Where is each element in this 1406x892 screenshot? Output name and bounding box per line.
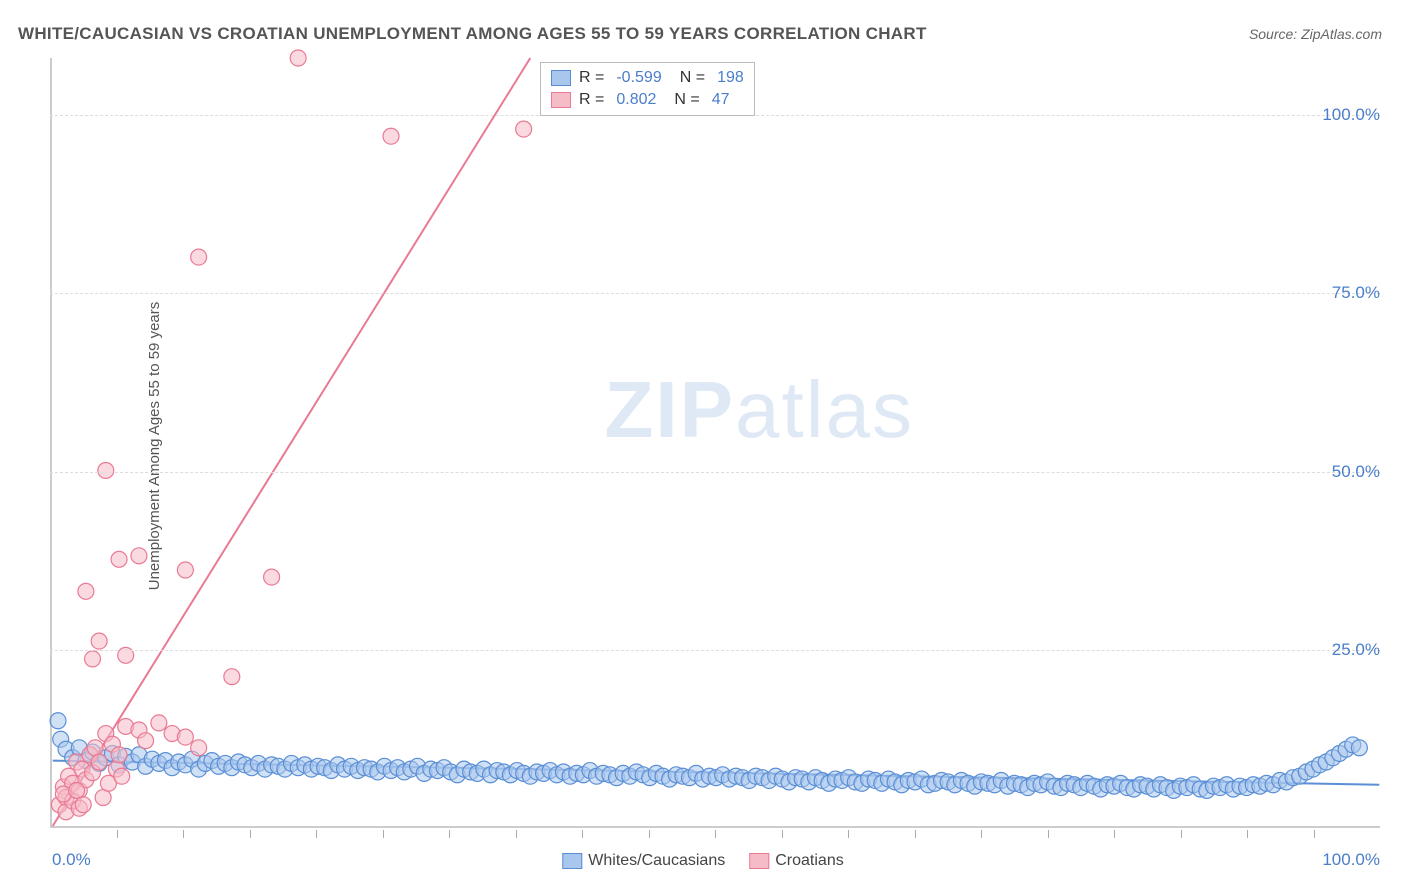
data-point: [264, 569, 280, 585]
data-point: [138, 733, 154, 749]
source-attribution: Source: ZipAtlas.com: [1249, 26, 1382, 42]
data-point: [114, 768, 130, 784]
legend-r-label: R =: [579, 89, 604, 111]
legend-row: R = -0.599 N = 198: [551, 67, 744, 89]
legend-r-value: 0.802: [616, 89, 656, 111]
data-point: [177, 562, 193, 578]
x-tick: [981, 830, 982, 838]
legend-r-value: -0.599: [616, 67, 661, 89]
x-tick: [1181, 830, 1182, 838]
x-tick: [582, 830, 583, 838]
regression-line: [53, 58, 531, 826]
y-tick-label: 50.0%: [1332, 462, 1380, 482]
data-point: [78, 583, 94, 599]
x-tick: [782, 830, 783, 838]
plot-svg: [52, 58, 1380, 826]
data-point: [95, 790, 111, 806]
data-point: [98, 462, 114, 478]
data-point: [131, 548, 147, 564]
x-tick: [649, 830, 650, 838]
legend-n-value: 47: [712, 89, 730, 111]
x-tick: [316, 830, 317, 838]
x-tick: [848, 830, 849, 838]
legend-row: R = 0.802 N = 47: [551, 89, 744, 111]
legend-r-label: R =: [579, 67, 604, 89]
data-point: [91, 633, 107, 649]
legend-swatch: [551, 92, 571, 108]
legend-n-label: N =: [680, 67, 705, 89]
data-point: [50, 713, 66, 729]
gridline: [50, 650, 1380, 651]
legend-n-value: 198: [717, 67, 744, 89]
x-tick: [915, 830, 916, 838]
y-tick-label: 100.0%: [1322, 105, 1380, 125]
x-tick: [1048, 830, 1049, 838]
legend-n-label: N =: [674, 89, 699, 111]
data-point: [290, 50, 306, 66]
x-tick: [383, 830, 384, 838]
x-tick: [1314, 830, 1315, 838]
legend-swatch: [562, 853, 582, 869]
data-point: [111, 551, 127, 567]
data-point: [177, 729, 193, 745]
data-point: [111, 747, 127, 763]
x-axis-max-label: 100.0%: [1322, 850, 1380, 870]
chart-title: WHITE/CAUCASIAN VS CROATIAN UNEMPLOYMENT…: [18, 24, 927, 44]
x-tick: [449, 830, 450, 838]
correlation-legend: R = -0.599 N = 198 R = 0.802 N = 47: [540, 62, 755, 116]
plot-area: [50, 58, 1380, 828]
data-point: [91, 754, 107, 770]
legend-label: Whites/Caucasians: [588, 852, 725, 869]
data-point: [191, 249, 207, 265]
data-point: [87, 740, 103, 756]
data-point: [516, 121, 532, 137]
gridline: [50, 293, 1380, 294]
legend-swatch: [551, 70, 571, 86]
legend-swatch: [749, 853, 769, 869]
data-point: [224, 669, 240, 685]
x-tick: [516, 830, 517, 838]
x-tick: [183, 830, 184, 838]
x-tick: [1247, 830, 1248, 838]
series-legend: Whites/Caucasians Croatians: [562, 852, 843, 870]
x-tick: [1114, 830, 1115, 838]
data-point: [85, 651, 101, 667]
x-tick: [250, 830, 251, 838]
x-tick: [715, 830, 716, 838]
legend-item: Croatians: [749, 852, 843, 870]
legend-label: Croatians: [775, 852, 843, 869]
y-tick-label: 25.0%: [1332, 640, 1380, 660]
legend-item: Whites/Caucasians: [562, 852, 725, 870]
data-point: [69, 782, 85, 798]
data-point: [75, 797, 91, 813]
data-point: [191, 740, 207, 756]
data-point: [151, 715, 167, 731]
data-point: [383, 128, 399, 144]
x-axis-min-label: 0.0%: [52, 850, 91, 870]
x-tick: [117, 830, 118, 838]
data-point: [1351, 740, 1367, 756]
gridline: [50, 472, 1380, 473]
y-tick-label: 75.0%: [1332, 283, 1380, 303]
